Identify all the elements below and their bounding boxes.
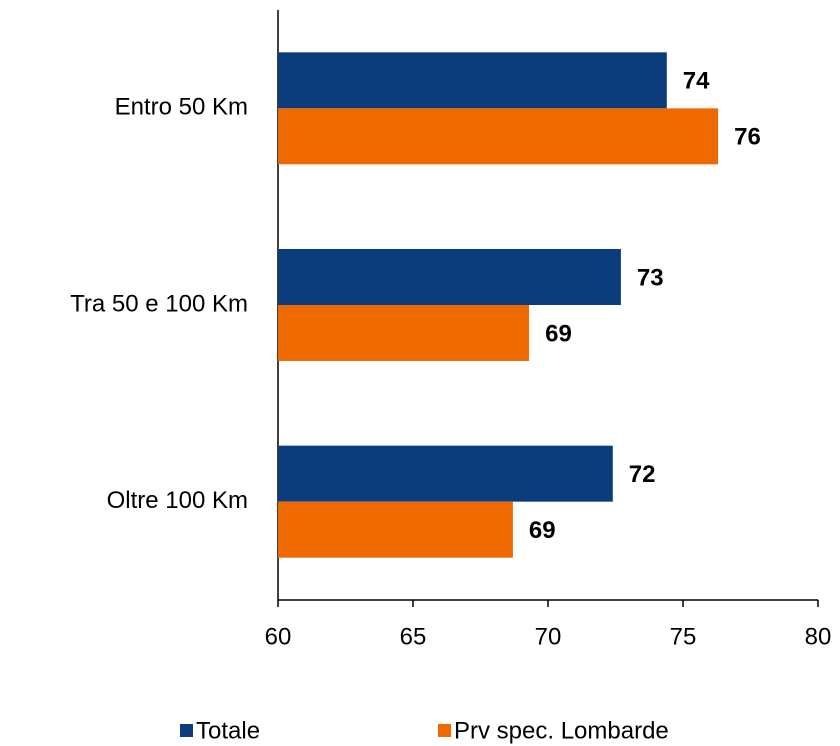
value-label: 69 (545, 320, 572, 347)
value-label: 72 (629, 461, 656, 488)
x-tick-label: 80 (805, 623, 832, 650)
value-label: 69 (529, 517, 556, 544)
x-tick-label: 65 (400, 623, 427, 650)
bar (278, 445, 613, 502)
bar (278, 501, 513, 558)
legend-swatch (180, 724, 193, 737)
legend-label: Prv spec. Lombarde (454, 717, 669, 744)
value-label: 73 (637, 264, 664, 291)
legend-swatch (438, 724, 451, 737)
legend-label: Totale (196, 717, 260, 744)
x-tick-label: 75 (670, 623, 697, 650)
value-label: 74 (683, 68, 710, 95)
bar (278, 108, 719, 165)
y-tick-label: Entro 50 Km (115, 94, 248, 121)
bar (278, 305, 530, 361)
y-tick-label: Tra 50 e 100 Km (70, 290, 248, 317)
bar (278, 52, 667, 109)
y-tick-label: Oltre 100 Km (107, 487, 248, 514)
value-label: 76 (734, 124, 761, 151)
bar (278, 249, 621, 305)
x-tick-label: 70 (535, 623, 562, 650)
x-tick-label: 60 (265, 623, 292, 650)
